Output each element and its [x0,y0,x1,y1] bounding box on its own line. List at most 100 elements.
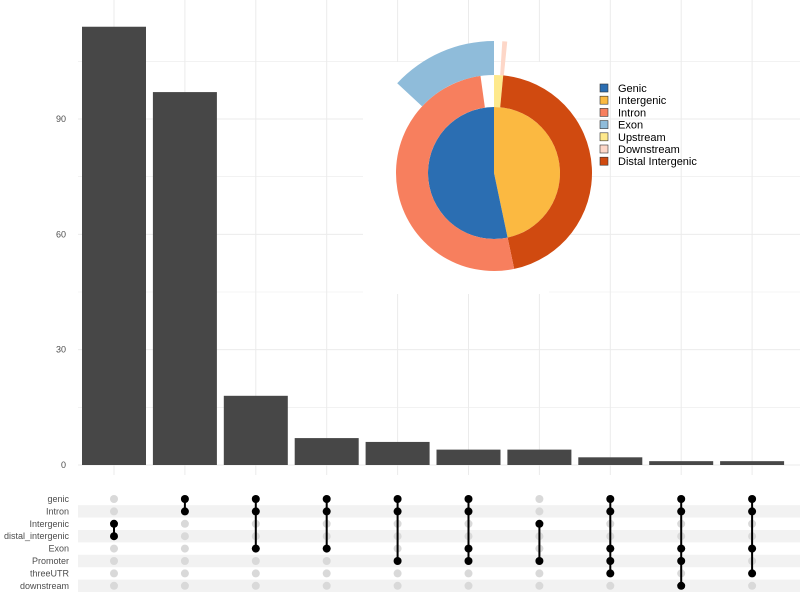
pie-legend: GenicIntergenicIntronExonUpstreamDownstr… [599,83,697,168]
matrix-row-stripe [78,530,800,543]
set-label: downstream [20,581,69,591]
matrix-dot-off [180,581,189,590]
legend-swatch [599,120,609,129]
legend-swatch [599,132,609,142]
matrix-dot-off [180,544,189,553]
legend-swatch [599,83,609,93]
matrix-dot-off [251,569,260,578]
matrix-dot-off [110,569,118,578]
legend-swatch [599,108,609,117]
y-tick-label: 90 [56,114,66,124]
matrix-dot-off [180,532,189,541]
matrix-dot-on [464,544,473,553]
matrix-dot-on [606,557,615,565]
set-label: Exon [48,544,69,554]
pie-slice-downstream [500,41,508,76]
matrix-dot-off [322,557,331,565]
y-tick-label: 30 [56,345,66,355]
matrix-dot-on [180,495,189,503]
matrix-dot-on [606,495,615,503]
set-label: distal_intergenic [4,531,70,541]
pie-slice-upstream [494,75,504,108]
matrix-dot-on [251,495,260,503]
matrix-dot-on [677,581,686,590]
bar [578,457,643,465]
matrix-dot-off [535,569,544,578]
bar [365,441,430,465]
pie-slice-intron [396,75,515,271]
bar [720,461,785,465]
matrix-dot-off [251,557,260,565]
matrix-dot-on [251,544,260,553]
legend-label: Upstream [618,132,666,144]
matrix-dot-off [748,581,757,590]
pie-slice-exon [397,40,494,107]
matrix-dot-off [180,569,189,578]
matrix-dot-off [464,569,473,578]
matrix-dot-on [464,495,473,503]
matrix-dot-on [748,495,757,503]
matrix-dot-off [110,581,118,590]
matrix-dot-off [110,544,118,553]
bar [294,438,359,465]
matrix-dot-on [464,507,473,516]
set-label: Intron [46,506,69,516]
matrix-dot-off [110,557,118,565]
matrix-dot-off [535,507,544,516]
legend-label: Downstream [618,144,680,156]
matrix-dot-on [322,507,331,516]
matrix-dot-on [535,519,544,528]
y-tick-label: 0 [61,460,66,470]
bars [82,26,785,465]
set-label: genic [47,494,69,504]
matrix-dot-on [180,507,189,516]
matrix-dot-on [393,557,402,565]
matrix-dot-off [180,519,189,528]
matrix-dot-off [464,581,473,590]
legend-label: Distal Intergenic [618,156,697,168]
intersection-matrix: genic Intron Intergenic distal_intergenic Ex… [4,494,757,591]
bar [223,395,288,465]
pie-slice-distal-intergenic [500,75,593,269]
legend-swatch [599,156,609,166]
matrix-row-stripe [78,579,800,592]
y-axis-ticks: 0 30 60 90 [56,114,66,470]
set-label: threeUTR [30,568,70,578]
legend-swatch [599,144,609,154]
legend-label: Exon [618,120,643,132]
legend-swatch [599,95,609,105]
matrix-dot-on [748,507,757,516]
legend-label: Intergenic [618,95,667,107]
matrix-dot-off [322,581,331,590]
matrix-dot-off [535,495,544,503]
matrix-dot-on [393,495,402,503]
matrix-dot-on [251,507,260,516]
matrix-dot-off [322,569,331,578]
matrix-dot-on [322,544,331,553]
matrix-dot-on [677,544,686,553]
bar [436,449,501,465]
matrix-dot-on [677,495,686,503]
matrix-dot-on [535,557,544,565]
matrix-dot-off [393,581,402,590]
pie-inset [363,40,593,294]
matrix-row-stripe [78,554,800,568]
pie-slice-genic [428,107,508,239]
set-label: Promoter [32,556,69,566]
matrix-dot-on [677,507,686,516]
matrix-dot-on [464,557,473,565]
pie-slice-intergenic [494,107,560,238]
matrix-dot-off [393,569,402,578]
matrix-dot-off [110,507,118,516]
y-tick-label: 60 [56,229,66,239]
matrix-dot-on [748,544,757,553]
matrix-dot-on [393,507,402,516]
matrix-dot-on [110,532,118,541]
matrix-dot-on [606,507,615,516]
matrix-dot-on [606,569,615,578]
legend-label: Genic [618,83,647,95]
matrix-dot-off [251,581,260,590]
matrix-dot-on [748,569,757,578]
matrix-dot-off [110,495,118,503]
